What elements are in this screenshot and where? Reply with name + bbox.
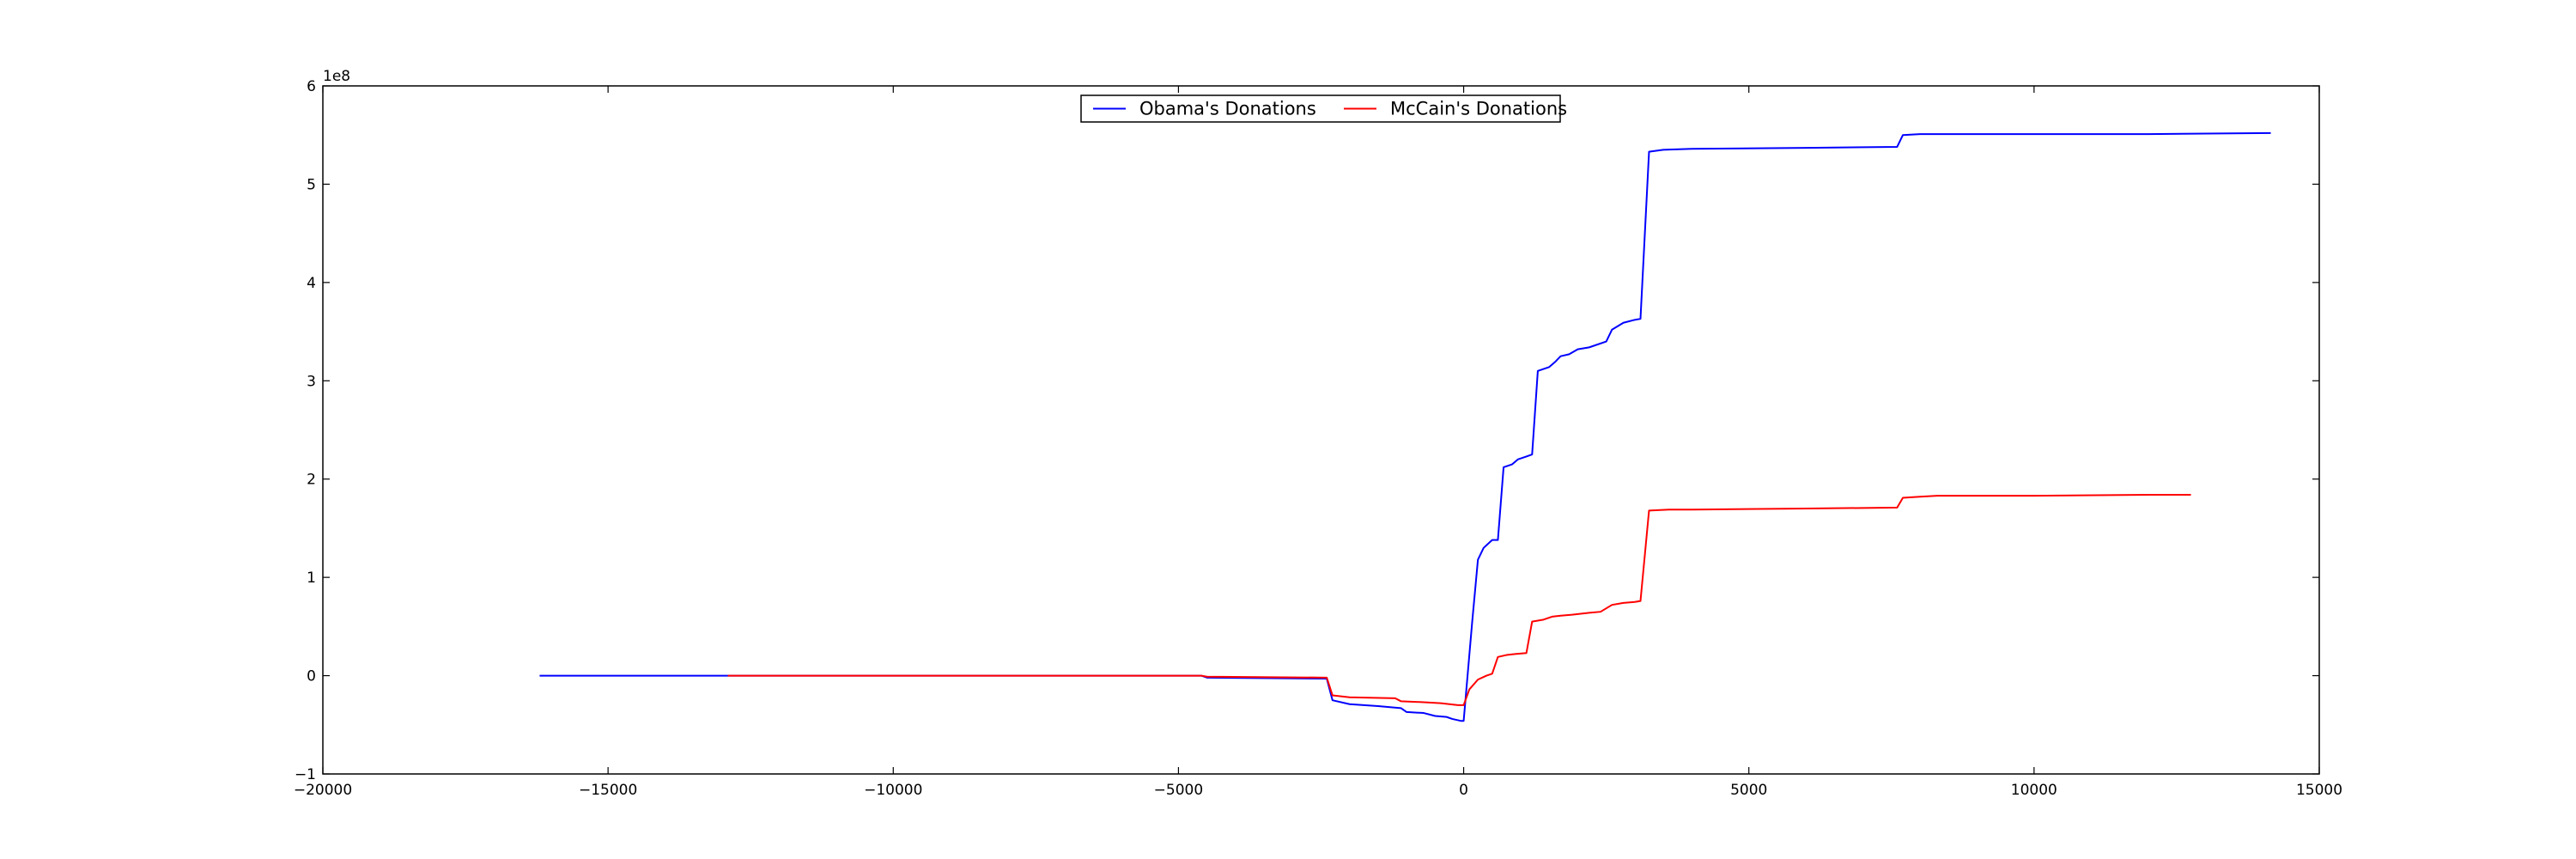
axis-ticks: −20000 −15000 −10000 −5000 0 5000 10000 15000 −1… bbox=[294, 78, 2342, 799]
legend-label-0: Obama's Donations bbox=[1139, 99, 1316, 119]
legend-label-1: McCain's Donations bbox=[1390, 99, 1567, 119]
y-tick-label: 0 bbox=[307, 668, 316, 685]
y-tick-label: 1 bbox=[307, 570, 316, 587]
x-tick-label: −10000 bbox=[864, 782, 922, 799]
legend: Obama's Donations McCain's Donations bbox=[1080, 94, 1567, 123]
series-line-0 bbox=[539, 131, 2271, 722]
plot-frame bbox=[322, 85, 2320, 775]
y-tick-label: −1 bbox=[295, 766, 316, 783]
y-tick-label: 2 bbox=[307, 472, 316, 489]
y-tick-label: 5 bbox=[307, 176, 316, 193]
series-layer bbox=[539, 131, 2271, 722]
y-tick-label: 3 bbox=[307, 373, 316, 390]
x-tick-label: 15000 bbox=[2296, 782, 2342, 799]
y-tick-label: 6 bbox=[307, 78, 316, 95]
x-tick-label: −15000 bbox=[579, 782, 637, 799]
x-tick-label: −20000 bbox=[294, 782, 352, 799]
legend-box bbox=[1080, 94, 1561, 123]
series-line-1 bbox=[727, 494, 2191, 706]
y-tick-label: 4 bbox=[307, 275, 316, 292]
x-tick-label: 5000 bbox=[1730, 782, 1767, 799]
x-tick-label: 0 bbox=[1459, 782, 1468, 799]
y-offset-label: 1e8 bbox=[323, 68, 350, 85]
x-tick-label: 10000 bbox=[2011, 782, 2057, 799]
x-tick-label: −5000 bbox=[1154, 782, 1204, 799]
